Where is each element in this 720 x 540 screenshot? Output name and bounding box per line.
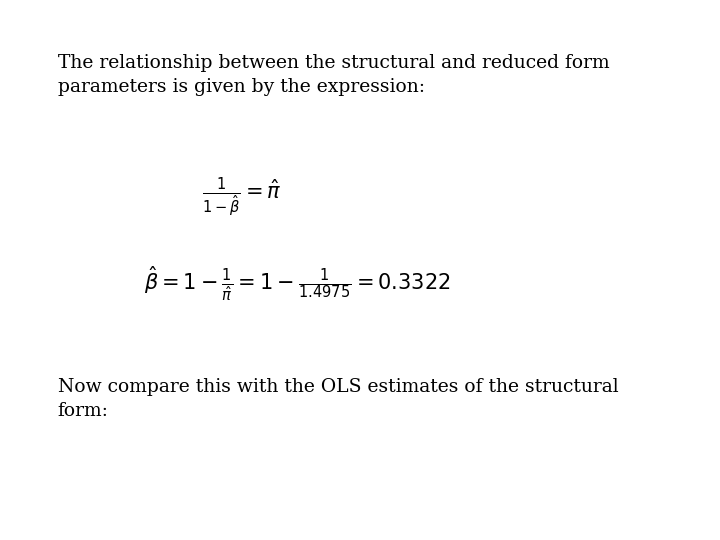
Text: The relationship between the structural and reduced form
parameters is given by : The relationship between the structural …: [58, 54, 609, 96]
Text: $\hat{\beta} = 1 - \frac{1}{\hat{\pi}} = 1 - \frac{1}{1.4975} = 0.3322$: $\hat{\beta} = 1 - \frac{1}{\hat{\pi}} =…: [144, 265, 451, 302]
Text: $\frac{1}{1-\hat{\beta}} = \hat{\pi}$: $\frac{1}{1-\hat{\beta}} = \hat{\pi}$: [202, 176, 282, 219]
Text: Now compare this with the OLS estimates of the structural
form:: Now compare this with the OLS estimates …: [58, 378, 618, 420]
